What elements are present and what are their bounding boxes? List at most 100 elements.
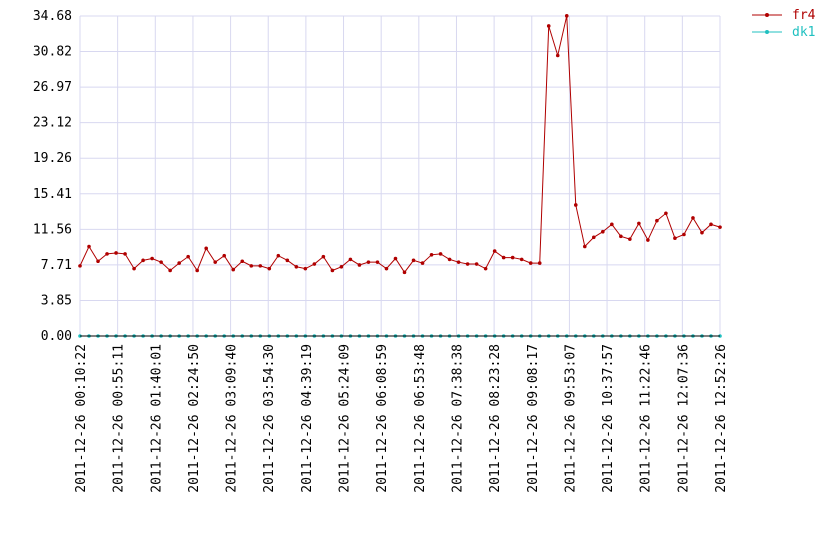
data-point-fr4 [276,253,281,258]
data-point-fr4 [546,24,551,28]
y-tick-label: 34.68 [33,9,72,24]
data-point-fr4 [384,266,389,271]
data-point-fr4 [330,268,335,273]
data-point-fr4 [186,254,190,259]
data-point-fr4 [240,259,245,264]
x-tick-label: 2011-12-26 03:54:30 [262,344,277,493]
x-tick-label: 2011-12-26 00:55:11 [112,344,127,493]
x-tick-label: 2011-12-26 09:08:17 [526,344,541,493]
data-point-fr4 [465,262,470,266]
series-line-fr4 [79,15,721,274]
x-tick-label: 2011-12-26 12:07:36 [676,344,691,493]
data-point-fr4 [285,258,290,263]
data-point-fr4 [402,270,407,275]
data-point-fr4 [447,257,452,262]
data-point-fr4 [114,251,118,255]
data-point-fr4 [213,260,218,264]
data-point-fr4 [646,238,650,242]
x-tick-label: 2011-12-26 01:40:01 [149,344,164,493]
data-point-fr4 [474,262,479,266]
x-tick-label: 2011-12-26 04:39:19 [300,344,315,493]
data-point-fr4 [601,229,605,234]
data-point-fr4 [195,268,199,273]
x-tick-label: 2011-12-26 06:08:59 [375,344,390,493]
x-tick-label: 2011-12-26 11:22:46 [639,344,654,493]
data-point-fr4 [483,266,488,271]
x-tick-label: 2011-12-26 09:53:07 [563,344,578,493]
data-point-fr4 [592,235,596,240]
data-point-fr4 [294,264,299,269]
data-point-fr4 [456,260,461,264]
data-point-fr4 [105,252,109,256]
data-point-fr4 [718,225,722,229]
data-point-fr4 [123,252,127,256]
x-tick-label: 2011-12-26 02:24:50 [187,344,202,493]
legend-label-fr4: fr4 [792,8,816,23]
x-tick-label: 2011-12-26 07:38:38 [450,344,465,493]
data-point-fr4 [610,222,614,227]
data-point-fr4 [700,230,704,235]
plot-background [80,16,720,336]
data-point-fr4 [519,257,524,262]
y-tick-label: 7.71 [41,258,72,273]
x-tick-label: 2011-12-26 00:10:22 [74,344,89,493]
data-point-fr4 [492,249,497,253]
data-point-fr4 [357,263,362,267]
x-tick-label: 2011-12-26 12:52:26 [714,344,729,493]
data-point-fr4 [132,266,136,271]
y-tick-label: 23.12 [33,116,72,131]
x-tick-label: 2011-12-26 08:23:28 [488,344,503,493]
data-point-fr4 [177,261,181,265]
data-point-fr4 [573,203,578,207]
data-point-fr4 [655,218,659,223]
data-point-fr4 [709,222,713,227]
data-point-fr4 [231,267,236,272]
data-point-fr4 [168,268,172,273]
data-point-fr4 [159,260,163,264]
data-point-fr4 [366,260,371,264]
data-point-fr4 [339,264,344,269]
data-point-fr4 [438,252,443,256]
data-point-fr4 [249,264,254,268]
data-point-fr4 [375,260,380,264]
data-point-fr4 [682,232,686,237]
data-point-fr4 [87,244,91,249]
data-point-fr4 [510,255,515,260]
y-tick-label: 19.26 [33,151,72,166]
data-point-fr4 [222,253,227,258]
data-point-fr4 [619,234,623,239]
data-point-fr4 [691,216,695,220]
y-tick-label: 30.82 [33,45,72,60]
data-point-fr4 [204,246,208,251]
data-point-fr4 [664,211,668,216]
data-point-fr4 [555,53,560,58]
y-tick-label: 15.41 [33,187,72,202]
data-point-fr4 [321,254,326,259]
legend-marker-fr4 [765,13,769,17]
x-tick-label: 2011-12-26 05:24:09 [338,344,353,493]
data-point-fr4 [582,244,587,249]
data-point-fr4 [673,236,677,240]
legend-label-dk1: dk1 [792,25,815,40]
data-point-fr4 [429,253,434,257]
y-tick-label: 0.00 [41,329,72,344]
data-point-fr4 [501,255,506,260]
y-axis-ticks: 0.00 3.85 7.71 11.56 15.41 19.26 23.12 26.97 30.… [33,9,72,344]
x-tick-label: 2011-12-26 10:37:57 [601,344,616,493]
y-tick-label: 26.97 [33,80,72,95]
data-point-fr4 [564,14,569,18]
x-axis-ticks: 2011-12-26 00:10:22 2011-12-26 00:55:11 20… [74,344,729,493]
data-point-fr4 [411,258,416,263]
data-point-fr4 [96,259,100,264]
data-point-fr4 [348,257,353,262]
y-tick-label: 11.56 [33,222,72,237]
data-point-fr4 [150,256,154,261]
data-point-fr4 [78,264,82,268]
data-point-fr4 [420,261,425,265]
data-point-fr4 [267,266,272,271]
data-point-fr4 [258,264,263,268]
data-point-fr4 [628,237,632,241]
gridlines [79,15,721,337]
